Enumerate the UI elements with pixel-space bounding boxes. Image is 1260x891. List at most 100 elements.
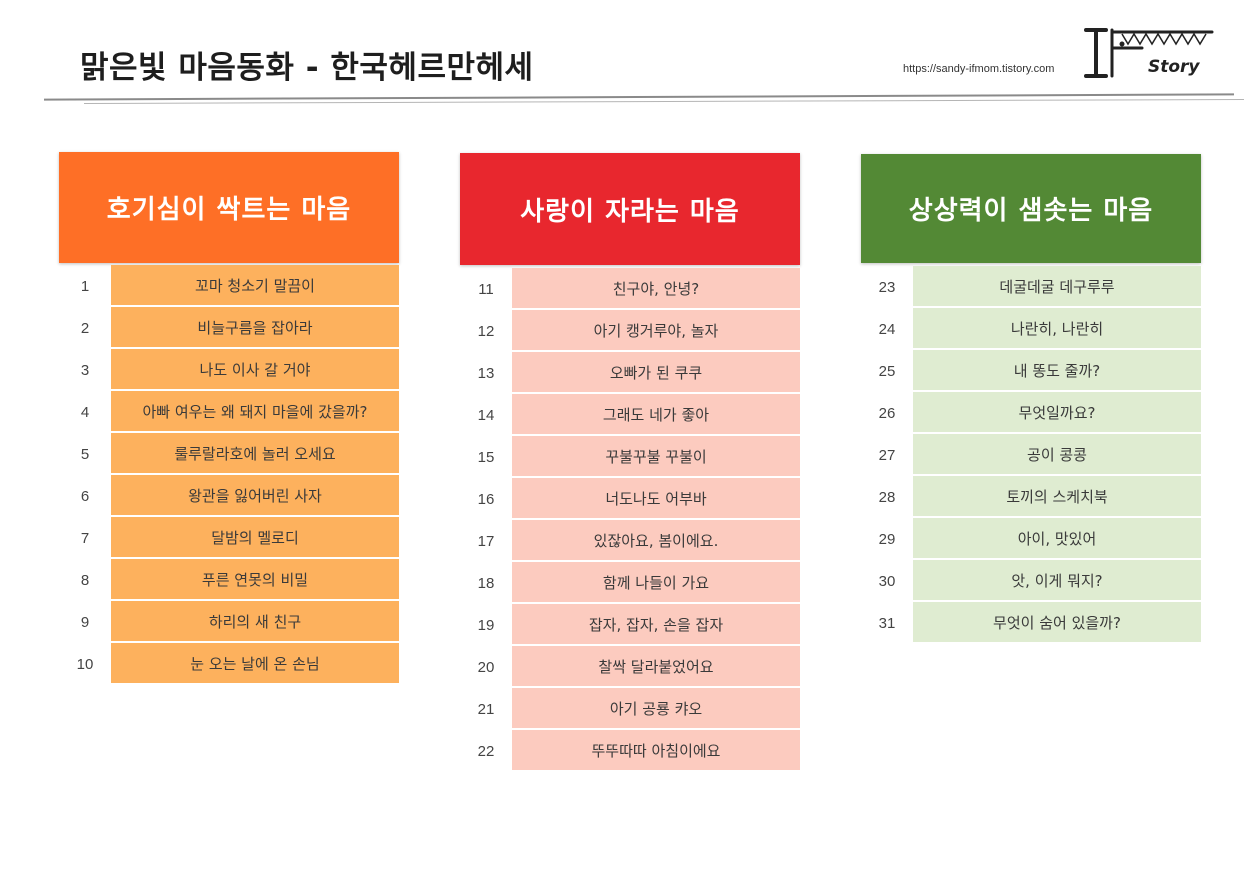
list-item: 2 비늘구름을 잡아라	[59, 307, 399, 349]
list-item: 8 푸른 연못의 비밀	[59, 559, 399, 601]
item-number: 6	[80, 487, 90, 505]
item-number: 4	[80, 403, 90, 421]
book-list: 11 친구야, 안녕? 12 아기 캥거루야, 놀자 13 오빠가 된 쿠쿠 14 그래…	[460, 268, 800, 772]
item-title: 비늘구름을 잡아라	[111, 307, 399, 349]
item-number: 2	[80, 319, 90, 337]
list-item: 30 앗, 이게 뭐지?	[861, 560, 1201, 602]
list-item: 16 너도나도 어부바	[460, 478, 800, 520]
item-title: 아빠 여우는 왜 돼지 마을에 갔을까?	[111, 391, 399, 433]
item-title: 나란히, 나란히	[913, 308, 1201, 350]
if-story-logo	[1084, 28, 1214, 78]
column-curiosity: 호기심이 싹트는 마음 1 꼬마 청소기 말끔이 2 비늘구름을 잡아라 3 나도 이…	[59, 152, 399, 685]
item-number: 9	[80, 613, 90, 631]
list-item: 13 오빠가 된 쿠쿠	[460, 352, 800, 394]
item-number: 29	[878, 530, 896, 548]
item-number: 3	[80, 361, 90, 379]
item-title: 무엇일까요?	[913, 392, 1201, 434]
item-number: 18	[477, 574, 495, 592]
list-item: 20 찰싹 달라붙었어요	[460, 646, 800, 688]
list-item: 23 데굴데굴 데구루루	[861, 266, 1201, 308]
item-number: 5	[80, 445, 90, 463]
item-number: 7	[80, 529, 90, 547]
item-title: 아기 공룡 캬오	[512, 688, 800, 730]
blog-url[interactable]: https://sandy-ifmom.tistory.com	[903, 63, 1055, 75]
item-title: 룰루랄라호에 놀러 오세요	[111, 433, 399, 475]
list-item: 3 나도 이사 갈 거야	[59, 349, 399, 391]
item-number: 24	[878, 320, 896, 338]
item-number: 25	[878, 362, 896, 380]
book-list: 1 꼬마 청소기 말끔이 2 비늘구름을 잡아라 3 나도 이사 갈 거야 4 아빠 여…	[59, 265, 399, 685]
item-number: 23	[878, 278, 896, 296]
item-title: 꾸불꾸불 꾸불이	[512, 436, 800, 478]
list-item: 25 내 똥도 줄까?	[861, 350, 1201, 392]
item-title: 내 똥도 줄까?	[913, 350, 1201, 392]
item-title: 푸른 연못의 비밀	[111, 559, 399, 601]
logo-story-text: Story	[1148, 57, 1200, 77]
item-title: 무엇이 숨어 있을까?	[913, 602, 1201, 644]
item-title: 꼬마 청소기 말끔이	[111, 265, 399, 307]
list-item: 22 뚜뚜따따 아침이에요	[460, 730, 800, 772]
column-header: 상상력이 샘솟는 마음	[861, 154, 1201, 263]
list-item: 6 왕관을 잃어버린 사자	[59, 475, 399, 517]
item-title: 오빠가 된 쿠쿠	[512, 352, 800, 394]
item-title: 왕관을 잃어버린 사자	[111, 475, 399, 517]
item-number: 22	[477, 742, 495, 760]
item-number: 8	[80, 571, 90, 589]
list-item: 1 꼬마 청소기 말끔이	[59, 265, 399, 307]
item-number: 20	[477, 658, 495, 676]
item-title: 잡자, 잡자, 손을 잡자	[512, 604, 800, 646]
column-love: 사랑이 자라는 마음 11 친구야, 안녕? 12 아기 캥거루야, 놀자 13 오빠…	[460, 153, 800, 772]
item-number: 1	[80, 277, 90, 295]
item-number: 10	[76, 655, 94, 673]
item-number: 19	[477, 616, 495, 634]
item-title: 친구야, 안녕?	[512, 268, 800, 310]
list-item: 14 그래도 네가 좋아	[460, 394, 800, 436]
page-title: 맑은빛 마음동화 - 한국헤르만헤세	[80, 50, 534, 86]
list-item: 27 공이 콩콩	[861, 434, 1201, 476]
list-item: 10 눈 오는 날에 온 손님	[59, 643, 399, 685]
item-number: 30	[878, 572, 896, 590]
item-number: 21	[477, 700, 495, 718]
column-header: 호기심이 싹트는 마음	[59, 152, 399, 263]
list-item: 15 꾸불꾸불 꾸불이	[460, 436, 800, 478]
item-number: 17	[477, 532, 495, 550]
item-title: 공이 콩콩	[913, 434, 1201, 476]
item-number: 12	[477, 322, 495, 340]
list-item: 5 룰루랄라호에 놀러 오세요	[59, 433, 399, 475]
list-item: 11 친구야, 안녕?	[460, 268, 800, 310]
header-rule-line-secondary	[84, 98, 1244, 105]
item-number: 14	[477, 406, 495, 424]
item-number: 26	[878, 404, 896, 422]
item-title: 아기 캥거루야, 놀자	[512, 310, 800, 352]
item-title: 아이, 맛있어	[913, 518, 1201, 560]
list-item: 28 토끼의 스케치북	[861, 476, 1201, 518]
column-header: 사랑이 자라는 마음	[460, 153, 800, 265]
list-item: 24 나란히, 나란히	[861, 308, 1201, 350]
list-item: 7 달밤의 멜로디	[59, 517, 399, 559]
item-title: 데굴데굴 데구루루	[913, 266, 1201, 308]
list-item: 29 아이, 맛있어	[861, 518, 1201, 560]
item-title: 그래도 네가 좋아	[512, 394, 800, 436]
item-number: 11	[478, 280, 494, 298]
item-number: 28	[878, 488, 896, 506]
column-imagination: 상상력이 샘솟는 마음 23 데굴데굴 데구루루 24 나란히, 나란히 25 내 똥…	[861, 154, 1201, 644]
item-title: 너도나도 어부바	[512, 478, 800, 520]
item-title: 함께 나들이 가요	[512, 562, 800, 604]
list-item: 9 하리의 새 친구	[59, 601, 399, 643]
list-item: 31 무엇이 숨어 있을까?	[861, 602, 1201, 644]
item-title: 있잖아요, 봄이에요.	[512, 520, 800, 562]
list-item: 26 무엇일까요?	[861, 392, 1201, 434]
list-item: 17 있잖아요, 봄이에요.	[460, 520, 800, 562]
item-title: 앗, 이게 뭐지?	[913, 560, 1201, 602]
book-list: 23 데굴데굴 데구루루 24 나란히, 나란히 25 내 똥도 줄까? 26 무엇일까…	[861, 266, 1201, 644]
item-title: 찰싹 달라붙었어요	[512, 646, 800, 688]
list-item: 4 아빠 여우는 왜 돼지 마을에 갔을까?	[59, 391, 399, 433]
list-item: 12 아기 캥거루야, 놀자	[460, 310, 800, 352]
list-item: 21 아기 공룡 캬오	[460, 688, 800, 730]
list-item: 18 함께 나들이 가요	[460, 562, 800, 604]
item-title: 달밤의 멜로디	[111, 517, 399, 559]
item-number: 15	[477, 448, 495, 466]
item-number: 27	[878, 446, 896, 464]
item-number: 31	[878, 614, 896, 632]
item-title: 뚜뚜따따 아침이에요	[512, 730, 800, 772]
